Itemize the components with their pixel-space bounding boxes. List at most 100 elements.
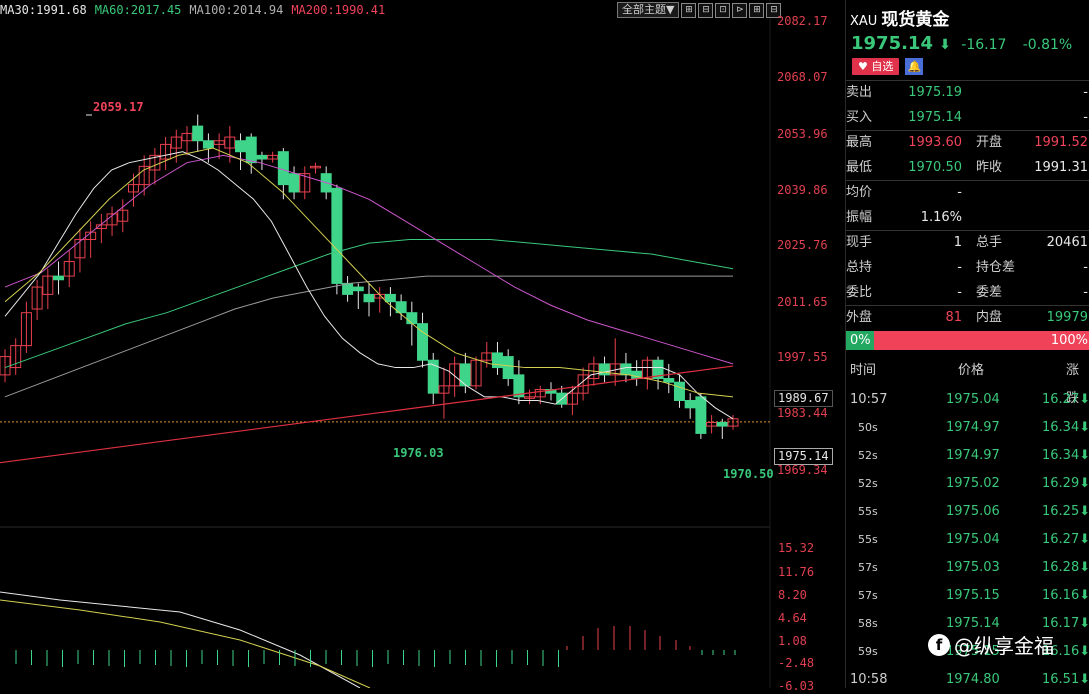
candle-body	[384, 293, 396, 303]
chart-toolbar: 全部主题▼ ⊞ ⊟ ⊡ ⊳ ⊞ ⊟	[617, 2, 782, 18]
candle-body	[31, 286, 43, 310]
candle-body	[192, 125, 204, 142]
price-tick-label: 2039.86	[777, 183, 828, 197]
down-arrow-icon: ⬇	[1079, 448, 1089, 463]
trade-time: 10:58	[850, 672, 888, 687]
col-change: 涨跌	[1066, 363, 1080, 406]
col-time: 时间	[850, 363, 877, 378]
price-tick-label: 2011.65	[777, 295, 828, 309]
trade-price: 1975.04	[946, 392, 1000, 407]
ma60-line	[4, 239, 734, 369]
quote-value: -	[957, 185, 962, 200]
candle-body	[85, 231, 97, 241]
trade-row[interactable]: 57s 1975.03 16.28⬇	[846, 554, 1089, 582]
candle-body	[53, 275, 65, 281]
expand-icon[interactable]: ⊞	[749, 2, 765, 18]
trade-row[interactable]: 55s 1975.04 16.27⬇	[846, 526, 1089, 554]
price-tick-label: 1969.34	[777, 463, 828, 477]
candle-body	[491, 352, 503, 369]
trade-row[interactable]: 10:57 1975.04 16.27⬇	[846, 386, 1089, 414]
trade-row[interactable]: 57s 1975.15 16.16⬇	[846, 582, 1089, 610]
buy-ratio-fill	[846, 331, 874, 350]
indicator-tick-label: -6.03	[778, 679, 815, 693]
candle-body	[95, 224, 107, 230]
quote-value-2: 1991.52	[1034, 135, 1088, 150]
quote-label: 现手	[846, 235, 873, 250]
theme-dropdown[interactable]: 全部主题▼	[617, 2, 680, 18]
quote-panel: XAU 现货黄金 1975.14 ⬇ -16.17 -0.81% ♥ 自选 🔔 卖…	[845, 0, 1089, 688]
trade-price: 1975.15	[946, 588, 1000, 603]
quote-row: 总持 - 持仓差 -	[846, 255, 1089, 280]
heart-icon: ♥	[858, 60, 872, 73]
fit-icon[interactable]: ⊡	[715, 2, 731, 18]
down-arrow-icon: ⬇	[1079, 532, 1089, 547]
candle-body	[20, 312, 32, 347]
buy-sell-ratio-bar: 0% 100%	[846, 331, 1089, 350]
kline-chart-area[interactable]: MA30:1991.68 MA60:2017.45 MA100:2014.94 MA2…	[0, 0, 845, 693]
indicator-tick-label: 15.32	[778, 541, 815, 555]
candle-body	[127, 184, 139, 193]
trade-row[interactable]: 59s 1975.15 16.16⬇	[846, 638, 1089, 666]
indicator-tick-label: 8.20	[778, 588, 807, 602]
trade-time: 57s	[858, 589, 878, 602]
favorite-label: 自选	[871, 60, 894, 73]
trade-row[interactable]: 55s 1975.06 16.25⬇	[846, 498, 1089, 526]
candle-body	[481, 352, 493, 361]
macd-dif-line	[0, 591, 361, 688]
quote-label: 振幅	[846, 210, 873, 225]
candle-body	[438, 385, 450, 394]
divider	[846, 305, 1089, 306]
ma30-line	[4, 151, 734, 420]
col-price: 价格	[958, 363, 985, 378]
trade-time: 10:57	[850, 392, 888, 407]
quote-value: -	[957, 285, 962, 300]
candle-body	[406, 312, 418, 325]
favorite-button[interactable]: ♥ 自选	[852, 58, 900, 75]
candle-body	[63, 260, 75, 277]
buy-ratio-label: 0%	[850, 333, 871, 348]
quote-value: 81	[945, 310, 962, 325]
play-icon[interactable]: ⊳	[732, 2, 748, 18]
trade-change: 16.28⬇	[1042, 560, 1089, 575]
quote-label: 买入	[846, 110, 873, 125]
quote-label-2: 开盘	[976, 135, 1003, 150]
candle-body	[10, 345, 22, 369]
trade-price: 1974.80	[946, 672, 1000, 687]
candle-body	[566, 392, 578, 405]
divider	[846, 180, 1089, 181]
price-change: -16.17	[961, 37, 1007, 53]
price-tick-label: 2025.76	[777, 238, 828, 252]
quote-row: 委比 - 委差 -	[846, 280, 1089, 305]
candle-body	[331, 187, 343, 284]
trade-row[interactable]: 52s 1975.02 16.29⬇	[846, 470, 1089, 498]
quote-row: 卖出 1975.19 -	[846, 80, 1089, 105]
candle-body	[363, 293, 375, 303]
ma-legend: MA30:1991.68 MA60:2017.45 MA100:2014.94 MA2…	[0, 3, 393, 17]
quote-value: 1970.50	[908, 160, 962, 175]
quote-value-2: 20461	[1046, 235, 1088, 250]
down-arrow-icon: ⬇	[1079, 616, 1089, 631]
candle-body	[202, 140, 214, 149]
candle-body	[449, 363, 461, 387]
trade-row[interactable]: 58s 1975.14 16.17⬇	[846, 610, 1089, 638]
candle-body	[534, 389, 546, 398]
candle-body	[288, 173, 300, 193]
down-arrow-icon: ⬇	[939, 37, 951, 53]
collapse-icon[interactable]: ⊟	[766, 2, 782, 18]
zoom-in-icon[interactable]: ⊞	[681, 2, 697, 18]
trade-change: 16.27⬇	[1042, 392, 1089, 407]
candle-body	[181, 132, 193, 142]
trade-row[interactable]: 50s 1974.97 16.34⬇	[846, 414, 1089, 442]
trade-row[interactable]: 52s 1974.97 16.34⬇	[846, 442, 1089, 470]
price-tick-label: 2068.07	[777, 70, 828, 84]
indicator-tick-label: -2.48	[778, 656, 815, 670]
candle-body	[267, 154, 279, 160]
trade-price: 1974.97	[946, 420, 1000, 435]
ma-legend-item: MA200:1990.41	[291, 3, 386, 17]
kline-chart-svg[interactable]	[0, 0, 845, 688]
candle-body	[427, 359, 439, 394]
zoom-out-icon[interactable]: ⊟	[698, 2, 714, 18]
bell-icon[interactable]: 🔔	[905, 58, 924, 75]
trade-row[interactable]: 10:58 1974.80 16.51⬇	[846, 666, 1089, 694]
trade-price: 1975.03	[946, 560, 1000, 575]
